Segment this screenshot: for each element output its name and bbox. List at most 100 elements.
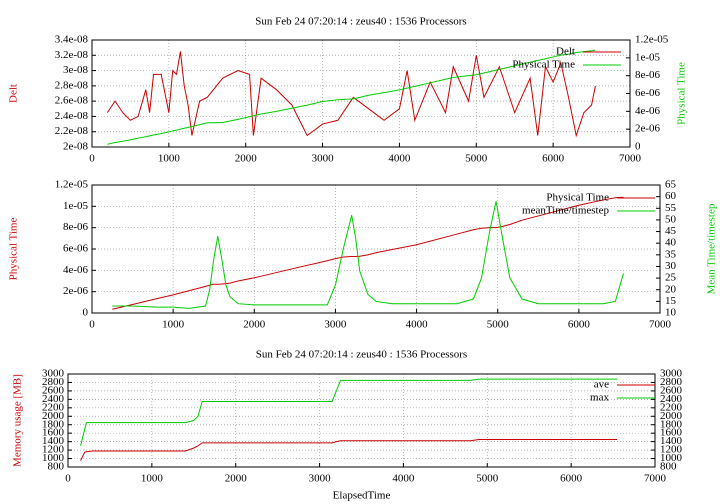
- x-tick-label: 7000: [619, 153, 642, 165]
- y-tick-label: 2e-06: [63, 285, 89, 297]
- x-tick-label: 5000: [465, 153, 488, 165]
- y2-tick-label: 20: [665, 283, 677, 295]
- x-tick-label: 5000: [476, 473, 499, 485]
- data-line: [112, 201, 624, 309]
- x-tick-label: 1000: [162, 319, 185, 331]
- plot-frame: [91, 184, 661, 314]
- y-tick-label: 3.2e-08: [55, 49, 89, 61]
- y-tick-label: 2200: [42, 401, 65, 413]
- data-line: [80, 439, 618, 461]
- chart-title: Sun Feb 24 07:20:14 : zeus40 : 1536 Proc…: [255, 16, 466, 28]
- y-tick-label: 2800: [42, 376, 65, 388]
- x-tick-label: 0: [65, 473, 71, 485]
- y-tick-label: 2000: [42, 410, 65, 422]
- y2-tick-label: 45: [665, 225, 677, 237]
- y2-tick-label: 1800: [660, 418, 683, 430]
- y-tick-label: 1e-05: [63, 200, 89, 212]
- x-tick-label: 6000: [542, 153, 565, 165]
- y2-tick-label: 1000: [660, 452, 683, 464]
- y-tick-label: 2e-08: [63, 141, 89, 153]
- legend-label: Physical Time: [512, 59, 575, 71]
- y2-tick-label: 2000: [660, 410, 683, 422]
- x-tick-label: 4000: [392, 473, 415, 485]
- x-tick-label: 2000: [225, 473, 248, 485]
- y-tick-label: 2.8e-08: [55, 79, 89, 91]
- y2-axis-label: Mean Time/timestep: [706, 203, 718, 294]
- y2-tick-label: 60: [665, 190, 677, 202]
- y-tick-label: 3e-08: [63, 64, 89, 76]
- y2-axis-label: Physical Time: [676, 62, 688, 125]
- x-tick-label: 3000: [312, 153, 335, 165]
- x-tick-label: 4000: [406, 319, 429, 331]
- y-tick-label: 1200: [42, 444, 65, 456]
- y2-tick-label: 4e-06: [635, 105, 661, 117]
- y2-tick-label: 8e-06: [635, 69, 661, 81]
- y-axis-label: Physical Time: [8, 218, 20, 281]
- y2-tick-label: 1.2e-05: [635, 34, 669, 46]
- y2-tick-label: 25: [665, 272, 677, 284]
- y-tick-label: 6e-06: [63, 243, 89, 255]
- legend-label: Delt: [556, 46, 575, 58]
- y2-tick-label: 2400: [660, 393, 683, 405]
- legend-label: Physical Time: [546, 192, 609, 204]
- x-tick-label: 6000: [568, 319, 591, 331]
- y2-tick-label: 30: [665, 260, 677, 272]
- y2-tick-label: 2800: [660, 376, 683, 388]
- y2-tick-label: 3000: [660, 368, 683, 380]
- y2-tick-label: 55: [665, 202, 677, 214]
- x-tick-label: 7000: [644, 473, 667, 485]
- y-tick-label: 2.4e-08: [55, 110, 89, 122]
- y2-tick-label: 1200: [660, 444, 683, 456]
- y2-tick-label: 2200: [660, 401, 683, 413]
- y-tick-label: 8e-06: [63, 221, 89, 233]
- y-axis-label: Delt: [8, 84, 20, 103]
- y-tick-label: 3.4e-08: [55, 34, 89, 46]
- y-tick-label: 800: [48, 461, 65, 473]
- x-tick-label: 2000: [243, 319, 266, 331]
- x-tick-label: 3000: [324, 319, 347, 331]
- y2-tick-label: 50: [665, 213, 677, 225]
- y2-tick-label: 2e-06: [635, 123, 661, 135]
- y-tick-label: 1.2e-05: [55, 179, 89, 191]
- legend-label: meanTime/timestep: [522, 205, 609, 217]
- plot-frame: [67, 373, 656, 468]
- y-tick-label: 2400: [42, 393, 65, 405]
- data-line: [106, 51, 596, 138]
- x-tick-label: 4000: [388, 153, 411, 165]
- y-tick-label: 2600: [42, 384, 65, 396]
- y2-tick-label: 1600: [660, 427, 683, 439]
- y-tick-label: 1000: [42, 452, 65, 464]
- y-tick-label: 4e-06: [63, 264, 89, 276]
- y-tick-label: 1600: [42, 427, 65, 439]
- y-tick-label: 2.2e-08: [55, 125, 89, 137]
- x-tick-label: 3000: [309, 473, 332, 485]
- x-tick-label: 0: [89, 319, 95, 331]
- x-tick-label: 0: [89, 153, 95, 165]
- x-tick-label: 2000: [235, 153, 258, 165]
- y-tick-label: 1800: [42, 418, 65, 430]
- legend-label: max: [590, 392, 609, 404]
- y2-tick-label: 800: [660, 461, 677, 473]
- x-tick-label: 7000: [649, 319, 672, 331]
- y2-tick-label: 1e-05: [635, 51, 661, 63]
- y2-tick-label: 6e-06: [635, 87, 661, 99]
- x-axis-label: ElapsedTime: [333, 490, 391, 502]
- y2-tick-label: 2600: [660, 384, 683, 396]
- x-tick-label: 1000: [141, 473, 164, 485]
- y-tick-label: 0: [83, 307, 89, 319]
- y2-tick-label: 10: [665, 307, 677, 319]
- y-tick-label: 2.6e-08: [55, 95, 89, 107]
- y2-tick-label: 65: [665, 179, 677, 191]
- data-line: [107, 49, 596, 145]
- legend-label: ave: [594, 379, 609, 391]
- y2-tick-label: 1400: [660, 435, 683, 447]
- y2-tick-label: 15: [665, 295, 677, 307]
- y-tick-label: 3000: [42, 368, 65, 380]
- y2-tick-label: 40: [665, 237, 677, 249]
- y2-tick-label: 35: [665, 248, 677, 260]
- x-tick-label: 6000: [560, 473, 583, 485]
- y2-tick-label: 0: [635, 141, 641, 153]
- data-line: [80, 378, 618, 446]
- x-tick-label: 1000: [158, 153, 181, 165]
